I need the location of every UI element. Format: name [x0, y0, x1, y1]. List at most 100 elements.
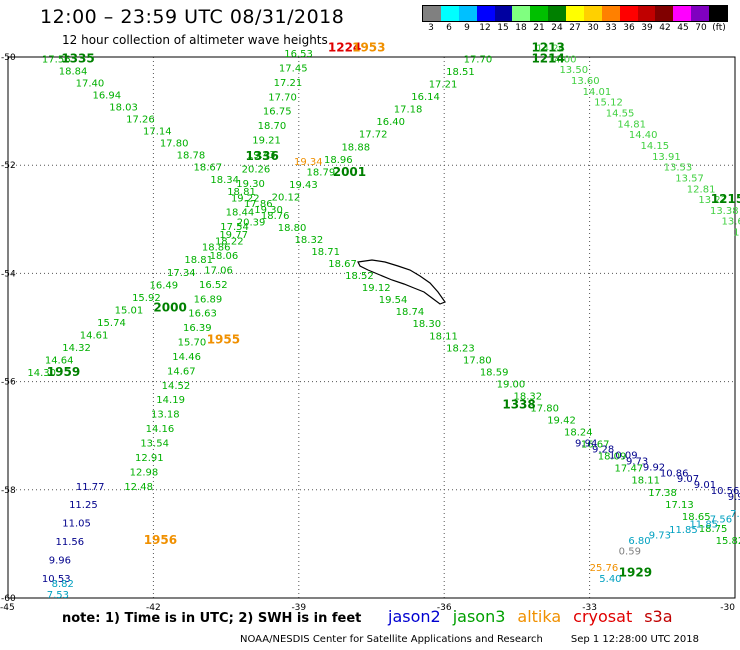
swh-value: 17.72 [359, 130, 388, 141]
swatch-16 [709, 6, 727, 21]
swh-value: 14.19 [156, 395, 185, 406]
swh-value: 20.39 [237, 218, 266, 229]
swh-value: 18.51 [446, 67, 475, 78]
swh-value: 10.53 [42, 574, 71, 585]
page-subtitle: 12 hour collection of altimeter wave hei… [62, 33, 328, 47]
swh-value: 18.32 [295, 235, 324, 246]
scale-label: 70 [695, 23, 707, 33]
swh-value: 12.91 [135, 453, 164, 464]
swatch-4 [494, 6, 513, 21]
swh-value: 17.34 [167, 268, 196, 279]
swh-value: 18.67 [328, 259, 357, 270]
lon-label: -36 [437, 603, 452, 613]
swh-value: 16.40 [376, 117, 405, 128]
swh-value: 17.18 [394, 105, 423, 116]
scale-label: 42 [659, 23, 671, 33]
scale-label: 27 [569, 23, 581, 33]
swh-value: 20.26 [242, 164, 271, 175]
swh-value: 14.55 [606, 109, 635, 120]
scale-label: 21 [533, 23, 545, 33]
swh-value: 9.96 [49, 555, 71, 566]
swh-value: 16.14 [411, 92, 440, 103]
scale-label: 18 [515, 23, 527, 33]
swh-value: 15.82 [716, 536, 740, 547]
legend-altika: altika [517, 607, 562, 626]
lon-label: -42 [146, 603, 161, 613]
swh-value: 18.71 [311, 247, 340, 258]
swh-value: 11.85 [689, 520, 718, 531]
swh-value: 18.78 [177, 151, 206, 162]
swh-value: 17.40 [76, 78, 105, 89]
swatch-8 [566, 6, 584, 21]
lon-label: -33 [582, 603, 597, 613]
swh-value: 13.22 [698, 195, 727, 206]
swh-value: 8.82 [52, 579, 74, 590]
swh-value: 17.47 [615, 464, 644, 475]
scale-label: 24 [551, 23, 563, 33]
pass-label: 1215 [711, 192, 740, 206]
swh-value: 6.80 [628, 536, 650, 547]
swh-value: 13.63 [722, 217, 740, 228]
pass-label: 1338 [502, 398, 535, 412]
pass-label: 1929 [619, 565, 652, 579]
legend-jason3: jason3 [452, 607, 506, 626]
swh-value: 18.75 [699, 524, 728, 535]
swh-value: 13.54 [140, 439, 169, 450]
swh-value: 18.81 [227, 187, 256, 198]
swh-value: 18.96 [324, 155, 353, 166]
swh-value: 12.48 [124, 482, 153, 493]
lat-label: -60 [1, 594, 16, 604]
pass-label: 2001 [333, 165, 366, 179]
swatch-11 [619, 6, 638, 21]
swh-value: 0.59 [619, 547, 641, 558]
pass-label: 1214 [531, 51, 564, 65]
swh-value: 14.01 [583, 87, 612, 98]
swh-value: 15.92 [132, 293, 161, 304]
scale-label: 6 [446, 23, 452, 33]
swh-value: 17.06 [204, 265, 233, 276]
swh-value: 15.12 [594, 98, 623, 109]
swh-value: 17.21 [429, 80, 458, 91]
legend-jason2: jason2 [388, 607, 441, 626]
swh-value: 11.56 [55, 537, 84, 548]
swh-value: 10.86 [660, 468, 689, 479]
south-georgia-island-coastline [357, 259, 446, 305]
credit-text: NOAA/NESDIS Center for Satellite Applica… [240, 634, 543, 645]
swh-value: 15.74 [97, 318, 126, 329]
swh-value: 25.76 [590, 563, 619, 574]
swh-value: 19.34 [294, 157, 323, 168]
swh-value: 18.79 [307, 167, 336, 178]
swh-value: 14.32 [62, 343, 91, 354]
map-frame [7, 56, 736, 599]
swh-value: 13.57 [675, 173, 704, 184]
swh-value: 18.03 [109, 103, 138, 114]
swh-value: 17.26 [126, 115, 155, 126]
swh-value: 19.00 [497, 379, 526, 390]
lat-label: -56 [1, 378, 16, 388]
swh-value: 14.61 [80, 331, 109, 342]
swh-value: 16.39 [183, 323, 212, 334]
swh-value: 19.21 [252, 136, 281, 147]
swh-value: 11.25 [69, 500, 98, 511]
scale-label: 39 [641, 23, 653, 33]
swh-value: 18.76 [261, 211, 290, 222]
swh-value: 14.16 [146, 424, 175, 435]
pass-labels: 1335 1336 2001 2000 1955 1959 1338 1956 1929 1213… [47, 41, 740, 580]
swh-value: 16.53 [284, 49, 313, 60]
swh-value: 7.33 [730, 509, 740, 520]
swh-value: 14.64 [45, 356, 74, 367]
swh-value: 18.11 [631, 476, 660, 487]
swh-value: 18.11 [429, 331, 458, 342]
swatch-7 [548, 6, 566, 21]
swh-value: 11.05 [62, 519, 91, 530]
swatch-13 [655, 6, 674, 21]
swh-value: 13.60 [571, 76, 600, 87]
swh-value: 17.14 [143, 127, 172, 138]
swh-value: 19.30 [254, 205, 283, 216]
swh-value: 11.77 [76, 482, 105, 493]
color-scale: 3 6 9 12 15 18 21 24 27 30 33 36 39 42 45 70 (ft) [422, 5, 728, 33]
swh-value: 18.23 [446, 343, 475, 354]
swh-value: 15.01 [115, 305, 144, 316]
map-border [7, 56, 736, 599]
swh-value: 19.43 [289, 180, 318, 191]
